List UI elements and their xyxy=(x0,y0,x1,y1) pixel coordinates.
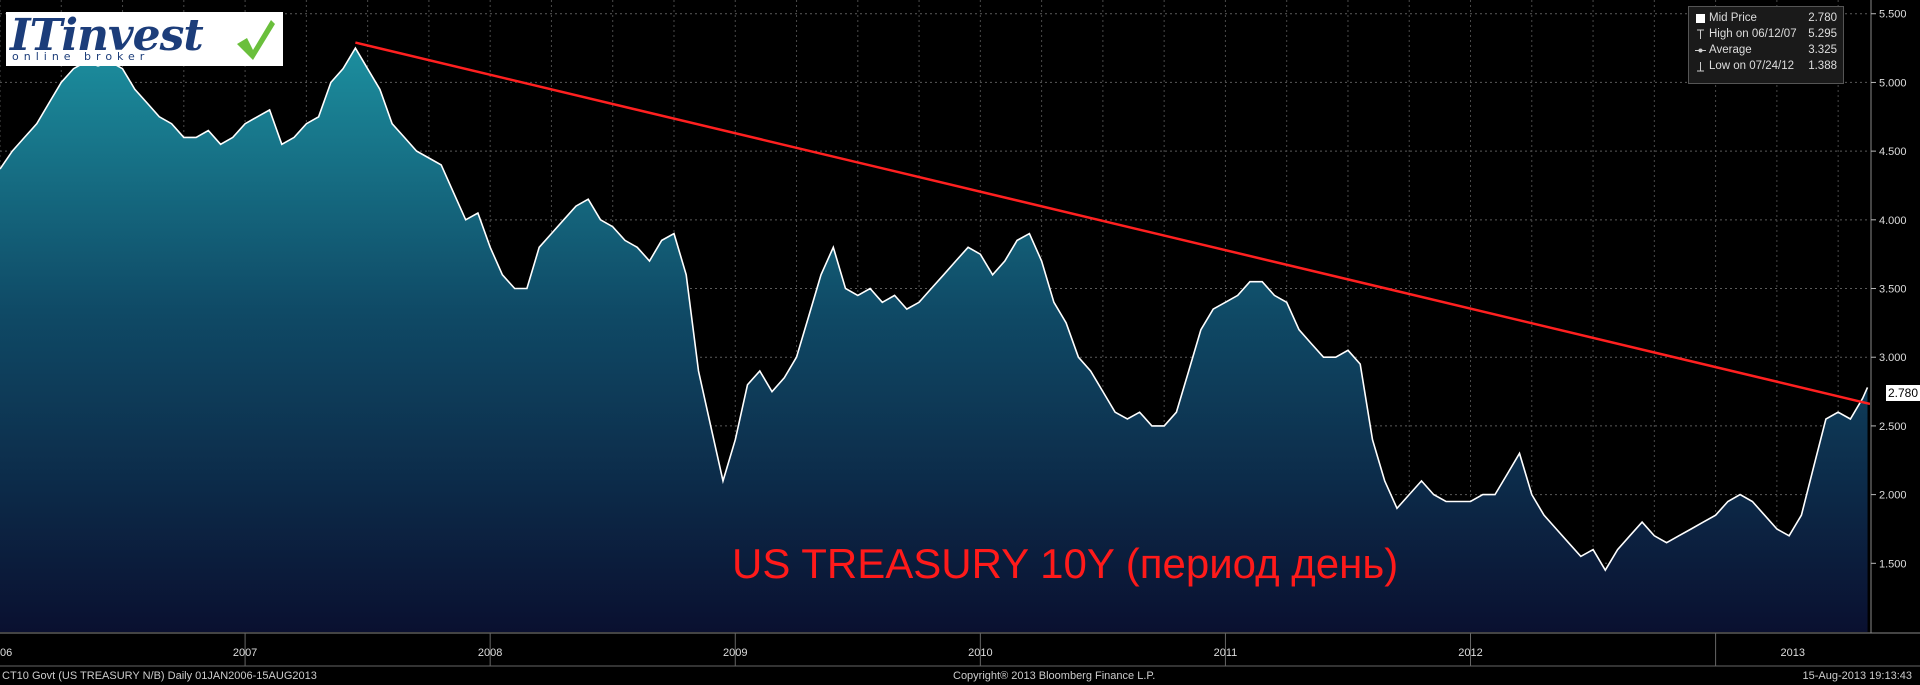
trendline-line xyxy=(355,41,1871,406)
legend-average: Average 3.325 xyxy=(1689,43,1843,58)
legend-mid-price: Mid Price 2.780 xyxy=(1689,11,1843,26)
x-tick-label: 2006 xyxy=(0,647,12,659)
y-tick-label: 1.500 xyxy=(1879,558,1907,570)
y-tick-label: 5.000 xyxy=(1879,77,1907,89)
itinvest-logo: ITinvest online broker xyxy=(6,10,283,66)
logo-subtitle: online broker xyxy=(12,50,150,63)
x-tick-label: 2009 xyxy=(723,647,747,659)
y-tick-label: 4.500 xyxy=(1879,146,1907,158)
footer-timestamp: 15-Aug-2013 19:13:43 xyxy=(1802,670,1912,682)
legend-label: Mid Price xyxy=(1709,12,1757,24)
chart-title: US TREASURY 10Y (период день) xyxy=(732,540,1399,587)
legend-label: Low on 07/24/12 xyxy=(1709,60,1795,72)
square-icon xyxy=(1695,13,1706,24)
legend-label: Average xyxy=(1709,44,1752,56)
legend-label: High on 06/12/07 xyxy=(1709,28,1797,40)
last-value-tag: 2.780 xyxy=(1886,385,1920,401)
price-area xyxy=(0,46,1869,633)
price-area-fill xyxy=(0,48,1868,633)
low-marker-icon xyxy=(1695,61,1706,72)
x-tick-label: 2013 xyxy=(1781,647,1805,659)
y-tick-label: 3.000 xyxy=(1879,352,1907,364)
legend-box: Mid Price 2.780 High on 06/12/07 5.295 A… xyxy=(1688,6,1844,84)
x-axis-band xyxy=(0,632,1920,668)
logo-text: ITinvest xyxy=(10,10,204,61)
price-line xyxy=(0,46,1869,572)
footer-copyright: Copyright® 2013 Bloomberg Finance L.P. xyxy=(953,670,1156,682)
y-tick-label: 4.000 xyxy=(1879,215,1907,227)
x-tick-label: 2010 xyxy=(968,647,992,659)
y-tick-label: 3.500 xyxy=(1879,284,1907,296)
legend-value: 5.295 xyxy=(1808,28,1837,40)
x-tick-label: 2012 xyxy=(1458,647,1482,659)
y-tick-label: 2.000 xyxy=(1879,490,1907,502)
trendline xyxy=(355,41,1871,406)
logo-check-icon xyxy=(237,20,275,60)
y-tick-label: 2.500 xyxy=(1879,421,1907,433)
y-axis-band xyxy=(1870,0,1920,632)
legend-value: 3.325 xyxy=(1808,44,1837,56)
y-axis: 1.500 2.000 2.500 3.000 3.500 4.000 4.500 5.000… xyxy=(1870,0,1920,633)
y-tick-label: 5.500 xyxy=(1879,9,1907,21)
footer-security-info: CT10 Govt (US TREASURY N/B) Daily 01JAN2… xyxy=(2,670,317,682)
x-axis: 2006 2007 2008 2009 2010 2011 2012 2013 xyxy=(0,632,1920,668)
legend-value: 1.388 xyxy=(1808,60,1837,72)
legend-low: Low on 07/24/12 1.388 xyxy=(1689,59,1843,74)
x-tick-label: 2011 xyxy=(1214,647,1238,659)
x-tick-label: 2007 xyxy=(233,647,257,659)
legend-value: 2.780 xyxy=(1808,12,1837,24)
average-marker-icon xyxy=(1695,45,1706,56)
high-marker-icon xyxy=(1695,29,1706,40)
x-tick-label: 2008 xyxy=(478,647,502,659)
legend-high: High on 06/12/07 5.295 xyxy=(1689,27,1843,42)
